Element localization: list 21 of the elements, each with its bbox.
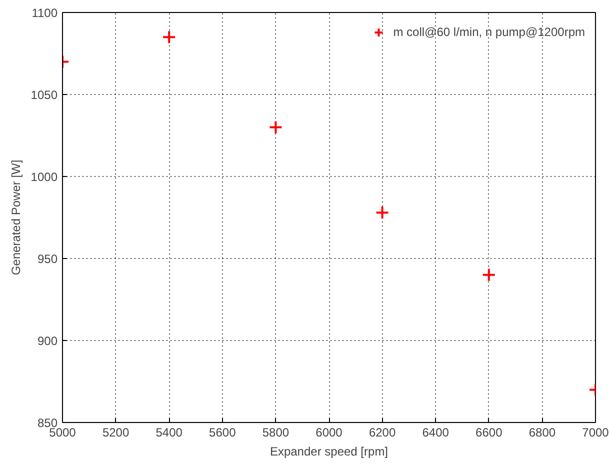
y-tick-label: 950 bbox=[37, 252, 58, 266]
x-axis-title: Expander speed [rpm] bbox=[270, 444, 388, 458]
x-tick-label: 6000 bbox=[316, 426, 343, 440]
y-axis-title: Generated Power [W] bbox=[8, 160, 23, 276]
point bbox=[268, 120, 283, 134]
y-tick-label: 1100 bbox=[32, 6, 58, 20]
x-tick-label: 7000 bbox=[582, 426, 609, 440]
x-tick-label: 5600 bbox=[209, 426, 236, 440]
x-tick-label: 5200 bbox=[102, 426, 130, 440]
y-tick-label: 900 bbox=[37, 334, 58, 348]
legend-label: m coll@60 l/min, n pump@1200rpm bbox=[393, 25, 585, 39]
x-tick-label: 6600 bbox=[476, 426, 503, 440]
y-tick-label: 1000 bbox=[30, 170, 58, 184]
x-tick-label: 6800 bbox=[528, 426, 556, 440]
point bbox=[375, 206, 390, 220]
x-tick-label: 6400 bbox=[422, 426, 450, 440]
x-tick-label: 5000 bbox=[49, 426, 76, 440]
x-tick-label: 5400 bbox=[156, 426, 183, 440]
x-tick-label: 5800 bbox=[262, 426, 290, 440]
x-tick-label: 6200 bbox=[368, 426, 396, 440]
y-tick-label: 1050 bbox=[30, 88, 58, 102]
